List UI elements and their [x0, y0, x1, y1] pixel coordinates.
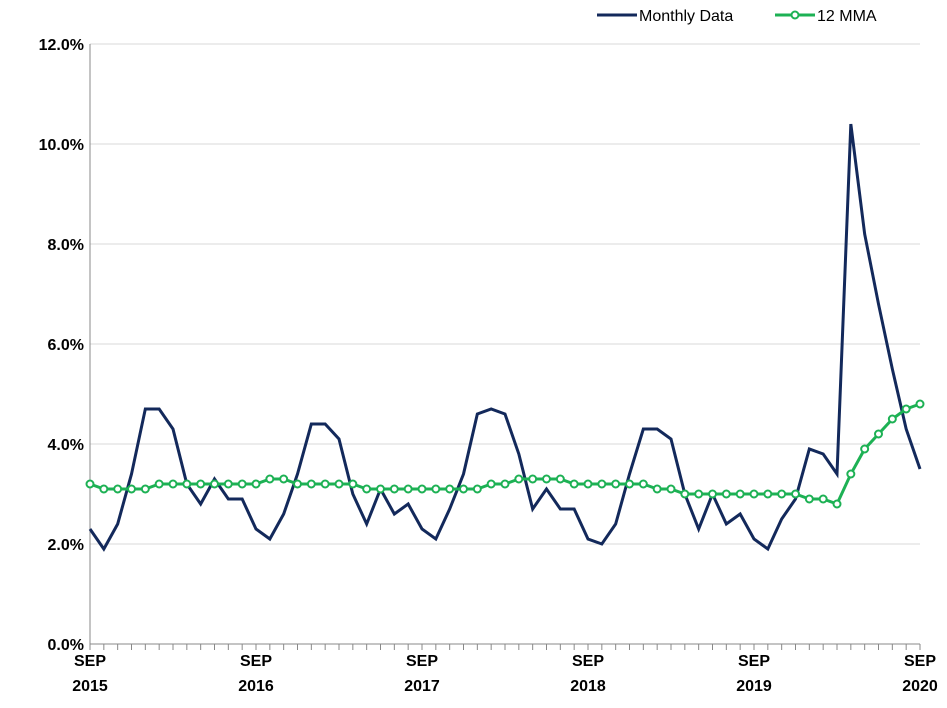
point [569, 479, 579, 489]
point [334, 479, 344, 489]
point [514, 474, 524, 484]
y-tick-label: 8.0% [48, 237, 84, 254]
point [472, 484, 482, 494]
point [680, 489, 690, 499]
point [777, 489, 787, 499]
x-tick-label: SEP 2020 [902, 653, 938, 695]
y-tick-label: 4.0% [48, 437, 84, 454]
x-tick-label: SEP 2015 [72, 653, 108, 695]
y-tick-label: 10.0% [39, 137, 84, 154]
point [389, 484, 399, 494]
x-tick-label: SEP 2019 [736, 653, 772, 695]
point [320, 479, 330, 489]
series-line [89, 402, 921, 506]
point [846, 469, 856, 479]
point [445, 484, 455, 494]
x-tick-label: SEP 2018 [570, 653, 606, 695]
point [708, 489, 717, 499]
y-tick-label: 2.0% [48, 537, 84, 554]
point [127, 484, 136, 494]
point [223, 479, 233, 489]
point [417, 484, 427, 494]
legend-label: 12 MMA [817, 8, 877, 25]
point [791, 489, 800, 499]
point [196, 479, 206, 489]
point [113, 484, 123, 494]
point [555, 474, 565, 484]
point [625, 479, 634, 489]
legend-marker [790, 10, 800, 20]
legend-label: Monthly Data [639, 8, 733, 25]
point [486, 479, 496, 489]
point [528, 474, 538, 484]
point [818, 494, 828, 504]
point [901, 404, 911, 414]
point [99, 484, 109, 494]
point [915, 399, 925, 409]
point [874, 429, 883, 439]
point [251, 479, 261, 489]
series-line [88, 123, 922, 552]
point [348, 479, 358, 489]
point [306, 479, 316, 489]
point [583, 479, 593, 489]
point [694, 489, 704, 499]
point [431, 484, 441, 494]
point [860, 444, 870, 454]
point [265, 474, 275, 484]
point [763, 489, 773, 499]
point [362, 484, 372, 494]
x-tick-label: SEP 2017 [404, 653, 440, 695]
point [887, 414, 897, 424]
point [638, 479, 648, 489]
y-tick-label: 6.0% [48, 337, 84, 354]
point [542, 474, 551, 484]
point [804, 494, 814, 504]
point [140, 484, 150, 494]
point [376, 484, 385, 494]
point [721, 489, 731, 499]
point [279, 474, 289, 484]
point [611, 479, 621, 489]
point [85, 479, 95, 489]
point [403, 484, 413, 494]
point [597, 479, 607, 489]
point [210, 479, 219, 489]
point [652, 484, 662, 494]
x-tick-label: SEP 2016 [238, 653, 274, 695]
y-tick-label: 12.0% [39, 37, 84, 54]
point [459, 484, 468, 494]
point [832, 499, 842, 509]
point [154, 479, 164, 489]
point [237, 479, 247, 489]
point [735, 489, 745, 499]
y-tick-label: 0.0% [48, 637, 84, 654]
point [749, 489, 759, 499]
point [182, 479, 192, 489]
point [500, 479, 510, 489]
point [168, 479, 178, 489]
point [293, 479, 302, 489]
point [666, 484, 676, 494]
